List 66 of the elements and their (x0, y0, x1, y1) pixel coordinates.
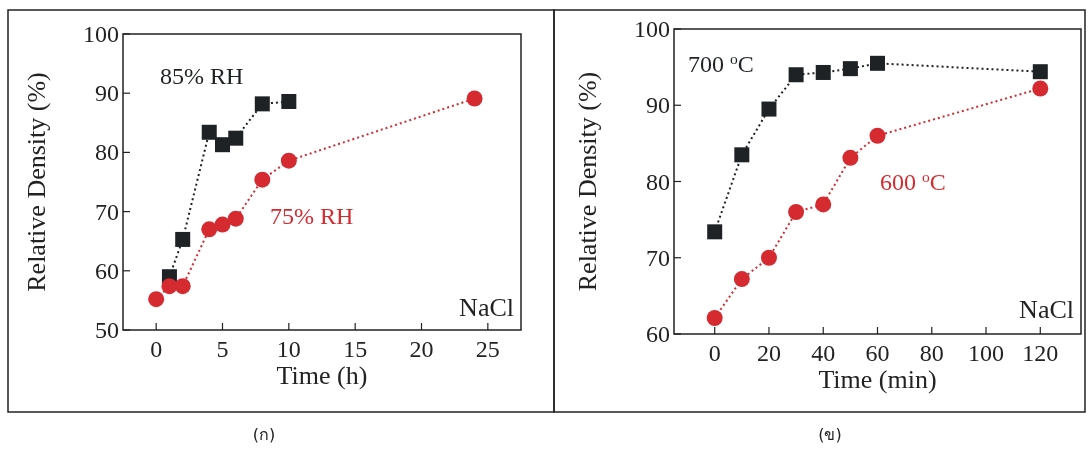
point (761, 101, 777, 117)
point (760, 249, 777, 266)
point (161, 278, 178, 295)
point (174, 278, 191, 295)
y-tick-label: 100 (83, 21, 119, 47)
point (870, 55, 885, 71)
point (466, 90, 483, 107)
x-tick-label: 20 (409, 336, 434, 362)
y-tick-label: 60 (95, 257, 119, 284)
text: (ข) (818, 425, 842, 444)
x-tick-label: 100 (968, 340, 1005, 366)
x-tick-label: 80 (919, 340, 944, 366)
y-tick-label: 80 (95, 139, 119, 166)
point (201, 221, 218, 238)
point (706, 309, 723, 326)
annotation: NaCl (459, 293, 514, 322)
point (733, 271, 750, 288)
point (788, 67, 804, 83)
x-tick-label: 5 (216, 336, 229, 362)
x-tick-label: 25 (475, 336, 500, 362)
y-axis-title: Relative Density (%) (22, 72, 51, 292)
x-tick-label: 15 (343, 336, 368, 362)
point (215, 137, 230, 153)
x-tick-label: 120 (1022, 340, 1059, 366)
annotation: NaCl (1019, 295, 1074, 324)
point (228, 130, 244, 146)
point (707, 224, 723, 240)
x-tick-label: 20 (756, 340, 781, 366)
point (869, 127, 886, 144)
y-tick-label: 90 (646, 92, 670, 119)
series-label: 75% RH (270, 203, 354, 229)
point (201, 124, 217, 140)
x-tick-label: 40 (811, 340, 836, 366)
x-axis-title: Time (min) (818, 365, 937, 394)
y-tick-label: 100 (634, 16, 670, 42)
y-axis-title: Relative Density (%) (573, 71, 602, 292)
point (214, 216, 231, 233)
series-label: 700 $^{o}$C (688, 49, 754, 77)
point (842, 61, 858, 77)
y-tick-label: 90 (95, 80, 119, 107)
point (815, 196, 832, 213)
point (254, 171, 271, 188)
point (280, 152, 297, 169)
y-tick-label: 70 (646, 244, 670, 271)
point (842, 149, 859, 166)
y-tick-label: 70 (95, 198, 119, 225)
point (281, 93, 297, 109)
y-tick-label: 80 (646, 168, 670, 195)
series-label: 600 $^{o}$C (880, 167, 946, 195)
point (1032, 64, 1048, 80)
x-tick-label: 0 (708, 340, 721, 366)
point (788, 204, 805, 220)
text: (ก) (252, 425, 276, 444)
point (227, 210, 244, 227)
x-tick-label: 0 (150, 336, 163, 362)
y-tick-label: 50 (95, 317, 119, 343)
point (148, 291, 165, 308)
point (734, 147, 750, 163)
x-tick-label: 60 (865, 340, 890, 366)
point (1032, 80, 1049, 97)
point (815, 64, 831, 80)
x-tick-label: 10 (276, 336, 301, 362)
point (175, 231, 191, 247)
series-label: 85% RH (160, 63, 244, 89)
x-axis-title: Time (h) (276, 361, 368, 390)
point (254, 96, 270, 112)
